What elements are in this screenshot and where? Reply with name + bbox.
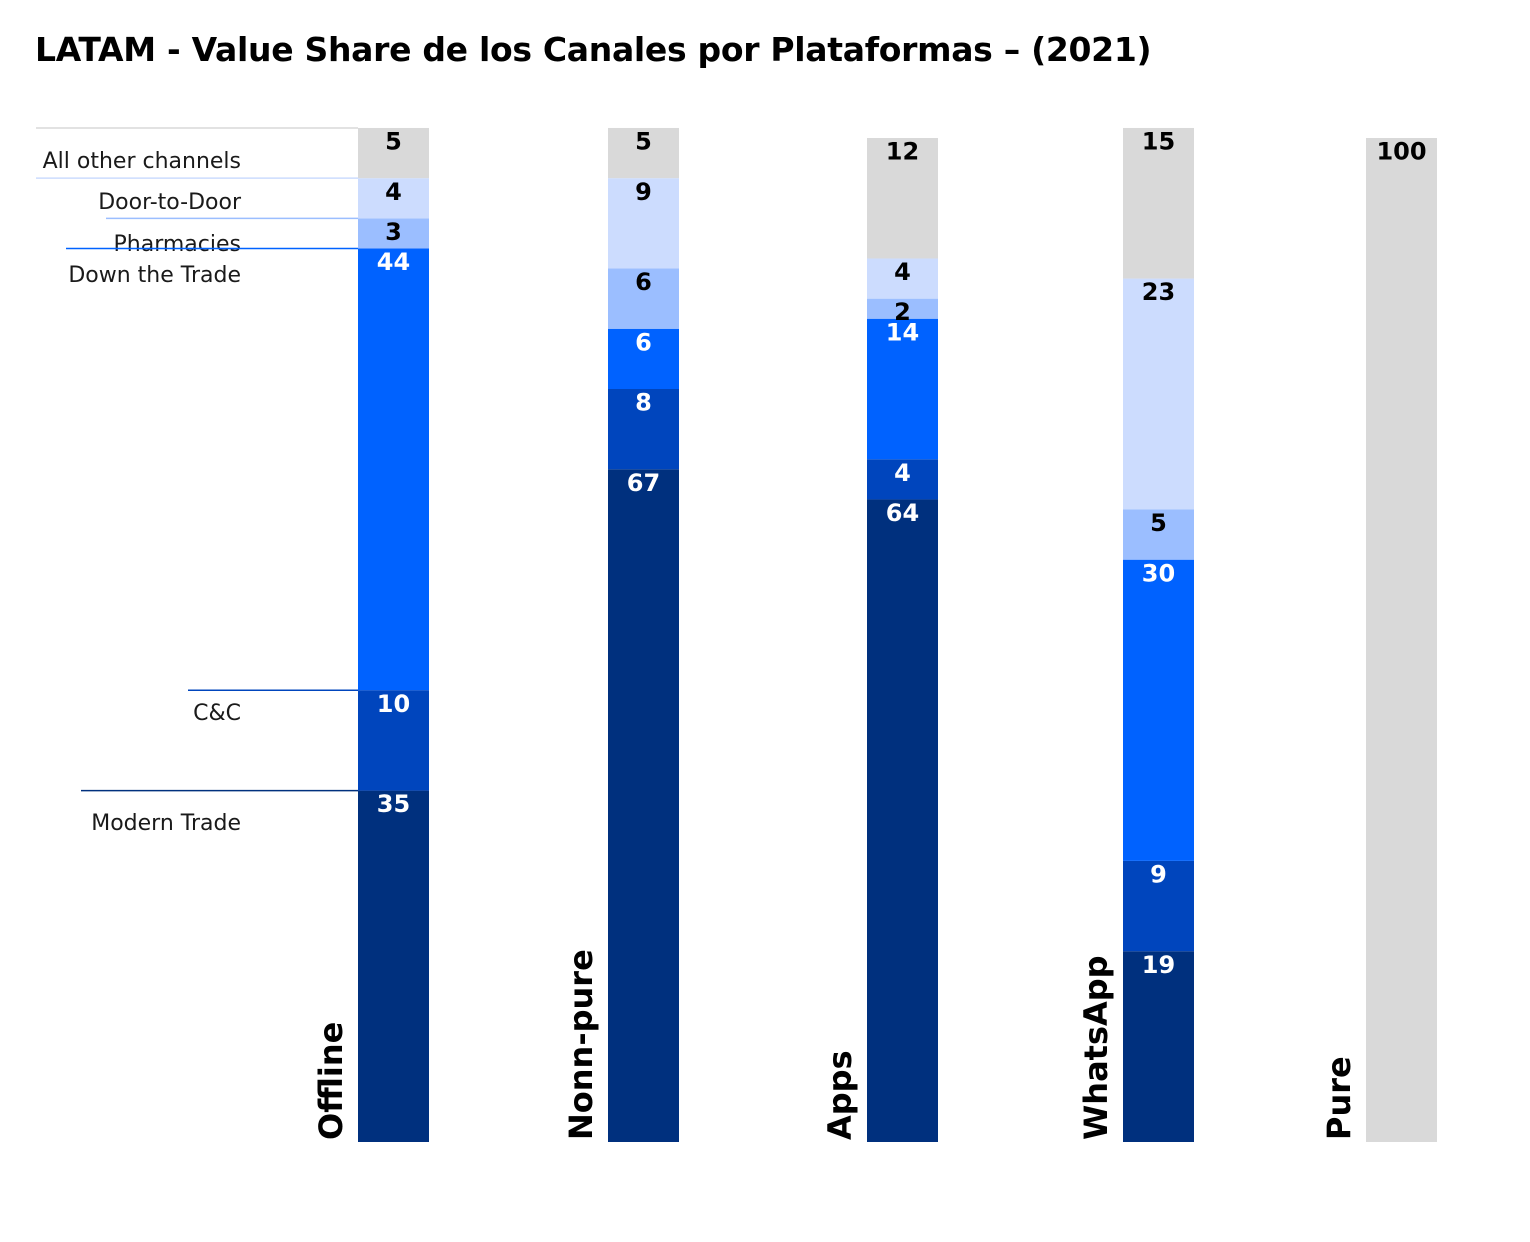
bar-segment-nonn-pure-modern-trade bbox=[608, 469, 679, 1142]
bar-segment-apps-pharmacies bbox=[867, 298, 938, 319]
data-label-apps-all-other-channels: 12 bbox=[886, 138, 919, 166]
data-label-whatsapp-all-other-channels: 15 bbox=[1142, 128, 1175, 156]
bar-segment-whatsapp-down-the-trade bbox=[1123, 559, 1194, 861]
legend-label-door-to-door: Door-to-Door bbox=[98, 190, 242, 215]
data-label-offline-down-the-trade: 44 bbox=[377, 248, 410, 276]
legend-label-c-c: C&C bbox=[193, 701, 241, 726]
bar-segment-apps-c-c bbox=[867, 459, 938, 500]
category-label-whatsapp: WhatsApp bbox=[1077, 955, 1115, 1140]
category-label-pure: Pure bbox=[1320, 1056, 1358, 1140]
data-label-whatsapp-c-c: 9 bbox=[1150, 860, 1167, 888]
legend-label-all-other-channels: All other channels bbox=[43, 149, 241, 174]
bar-segment-offline-c-c bbox=[358, 690, 429, 791]
bar-whatsapp: 19 9 30 5 23 15 WhatsApp bbox=[1077, 128, 1194, 1142]
data-label-offline-all-other-channels: 5 bbox=[385, 128, 402, 156]
data-label-nonn-pure-pharmacies: 6 bbox=[635, 268, 652, 296]
bar-segment-pure-all-other-channels bbox=[1366, 138, 1437, 1142]
bar-segment-nonn-pure-down-the-trade bbox=[608, 328, 679, 389]
bar-segment-whatsapp-c-c bbox=[1123, 860, 1194, 952]
bar-segment-nonn-pure-all-other-channels bbox=[608, 127, 679, 179]
bar-pure: 100 Pure bbox=[1320, 138, 1437, 1142]
bar-apps: 64 4 142 4 12 Apps bbox=[821, 138, 938, 1142]
data-label-apps-modern-trade: 64 bbox=[886, 499, 919, 527]
bar-segment-offline-down-the-trade bbox=[358, 248, 429, 691]
bar-segment-nonn-pure-door-to-door bbox=[608, 178, 679, 269]
data-label-whatsapp-down-the-trade: 30 bbox=[1142, 559, 1175, 587]
data-label-nonn-pure-down-the-trade: 6 bbox=[635, 328, 652, 356]
bar-offline: 35 10 443 4 5 Offline bbox=[312, 128, 429, 1142]
data-label-offline-door-to-door: 4 bbox=[385, 178, 402, 206]
bar-segment-apps-modern-trade bbox=[867, 499, 938, 1142]
category-label-apps: Apps bbox=[821, 1050, 859, 1140]
data-label-whatsapp-door-to-door: 23 bbox=[1142, 278, 1175, 306]
bar-segment-apps-all-other-channels bbox=[867, 138, 938, 259]
data-label-offline-pharmacies: 3 bbox=[385, 218, 402, 246]
category-label-offline: Offline bbox=[312, 1022, 350, 1140]
data-label-apps-door-to-door: 4 bbox=[894, 258, 911, 286]
bar-segment-whatsapp-door-to-door bbox=[1123, 278, 1194, 510]
legend-label-down-the-trade: Down the Trade bbox=[68, 263, 241, 288]
bar-segment-apps-down-the-trade bbox=[867, 318, 938, 460]
data-label-apps-pharmacies: 2 bbox=[894, 298, 911, 326]
bar-segment-whatsapp-modern-trade bbox=[1123, 951, 1194, 1142]
legend: All other channels Door-to-Door Pharmacies… bbox=[36, 127, 358, 836]
data-label-nonn-pure-modern-trade: 67 bbox=[627, 469, 660, 497]
data-label-apps-c-c: 4 bbox=[894, 459, 911, 487]
category-label-nonn-pure: Nonn-pure bbox=[562, 949, 600, 1140]
bar-nonn-pure: 67 8 6 6 9 5 Nonn-pure bbox=[562, 128, 679, 1142]
bar-segment-offline-all-other-channels bbox=[358, 127, 429, 179]
bar-segment-apps-door-to-door bbox=[867, 258, 938, 299]
data-label-whatsapp-pharmacies: 5 bbox=[1150, 509, 1167, 537]
bar-segment-offline-pharmacies bbox=[358, 218, 429, 249]
bar-segment-whatsapp-all-other-channels bbox=[1123, 127, 1194, 279]
bar-segment-nonn-pure-c-c bbox=[608, 389, 679, 470]
data-label-nonn-pure-door-to-door: 9 bbox=[635, 178, 652, 206]
data-label-offline-modern-trade: 35 bbox=[377, 790, 410, 818]
data-label-offline-c-c: 10 bbox=[377, 690, 410, 718]
data-label-nonn-pure-c-c: 8 bbox=[635, 389, 652, 417]
data-label-apps-down-the-trade: 14 bbox=[886, 318, 919, 346]
data-label-nonn-pure-all-other-channels: 5 bbox=[635, 128, 652, 156]
legend-label-modern-trade: Modern Trade bbox=[91, 811, 241, 836]
bar-segment-whatsapp-pharmacies bbox=[1123, 509, 1194, 560]
data-label-pure-all-other-channels: 100 bbox=[1376, 138, 1426, 166]
chart-title: LATAM - Value Share de los Canales por P… bbox=[35, 30, 1152, 69]
legend-label-pharmacies: Pharmacies bbox=[114, 232, 241, 257]
bar-segment-offline-door-to-door bbox=[358, 178, 429, 219]
bar-segment-nonn-pure-pharmacies bbox=[608, 268, 679, 329]
data-label-whatsapp-modern-trade: 19 bbox=[1142, 951, 1175, 979]
bar-segment-offline-modern-trade bbox=[358, 790, 429, 1142]
